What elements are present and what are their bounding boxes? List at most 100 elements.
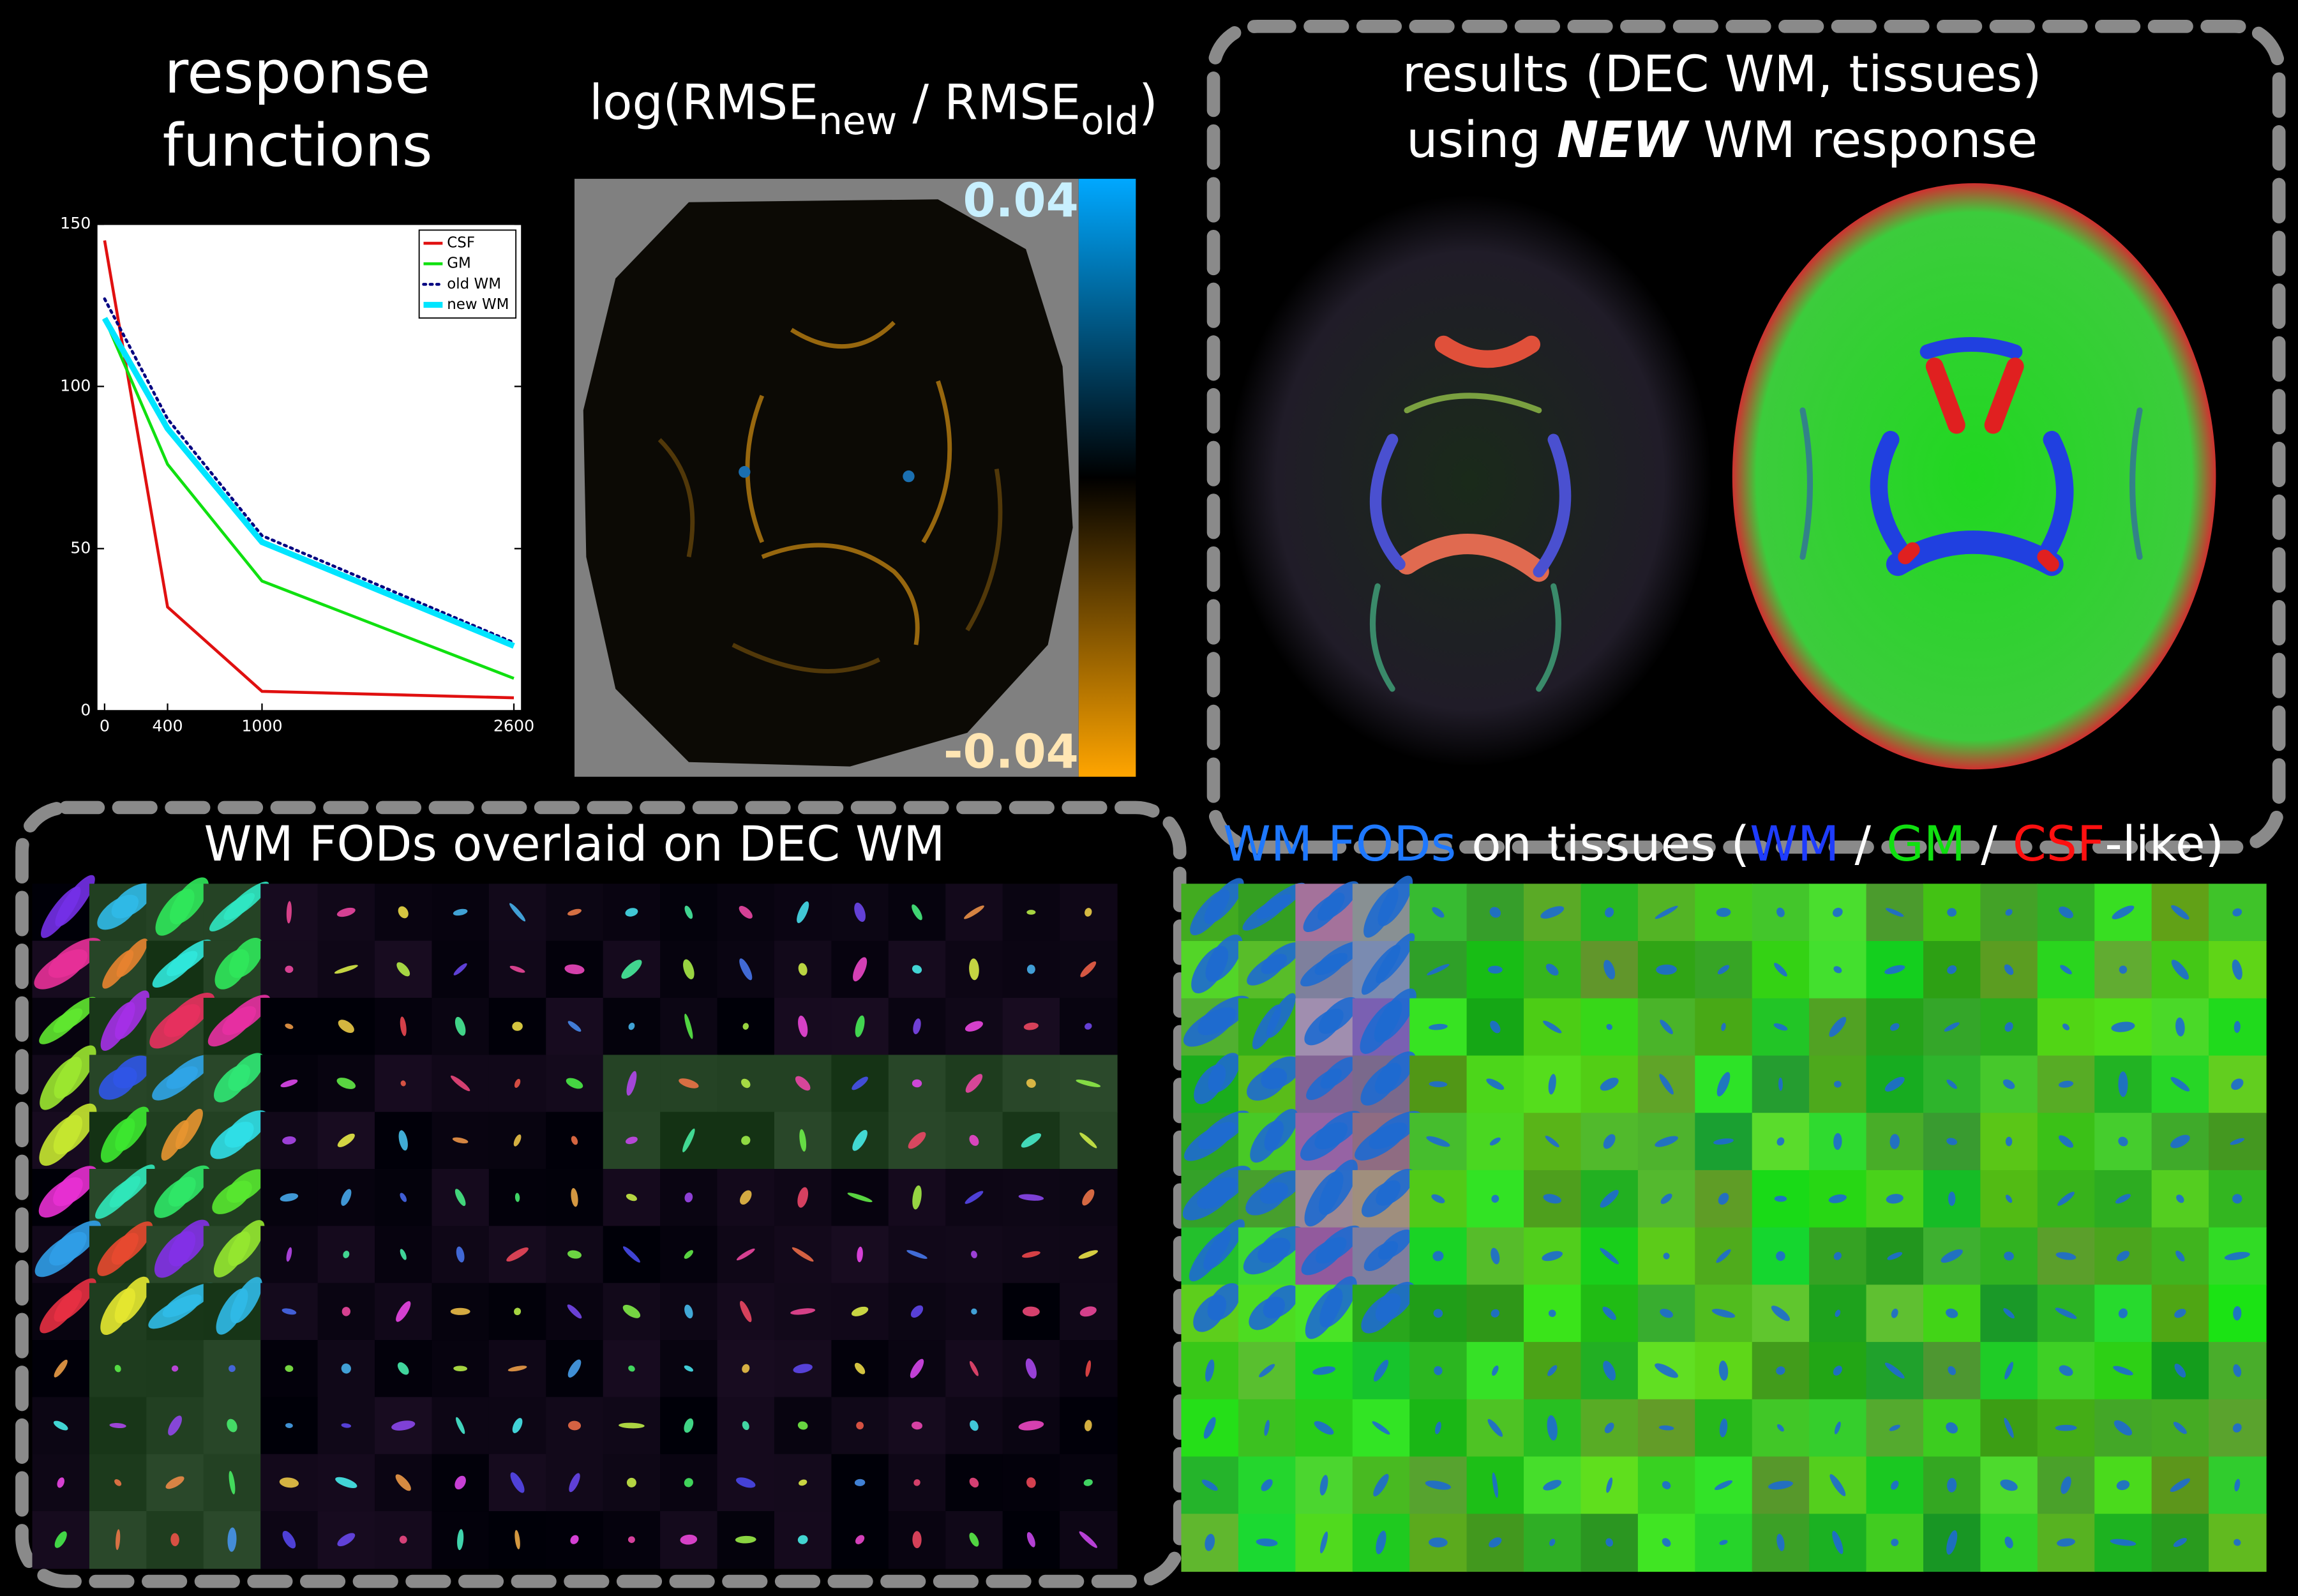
fod-glyph (282, 1308, 297, 1315)
fod-glyph (1315, 1225, 1361, 1264)
fod-glyph (1312, 1366, 1336, 1375)
fod-glyph (1198, 1110, 1250, 1150)
fod-glyph (109, 1164, 155, 1208)
fod-glyph (111, 1221, 153, 1265)
fod-glyph (116, 1529, 121, 1550)
fod-glyph (1718, 1193, 1729, 1205)
rmse-map: log(RMSEnew / RMSEold) (574, 74, 1158, 777)
fod-glyph (627, 1536, 635, 1543)
fod-glyph (1259, 1170, 1303, 1204)
fod-glyph (969, 1477, 979, 1488)
fod-glyph (1428, 1023, 1448, 1030)
fod-glyph (964, 905, 984, 919)
fod-glyph (53, 1166, 98, 1207)
legend-label: GM (447, 255, 471, 272)
fod-glyph (2058, 1135, 2074, 1148)
fod-glyph (1946, 1530, 1958, 1555)
fod-glyph (1431, 1194, 1445, 1203)
fod-glyph (1076, 1080, 1101, 1087)
fod-glyph (1946, 1308, 1958, 1318)
fod-glyph (400, 1193, 407, 1202)
fod-glyph (222, 995, 271, 1035)
fod-glyph (2002, 1079, 2015, 1089)
fod-glyph (1833, 1366, 1842, 1376)
fod-glyph (1948, 1191, 1956, 1207)
fod-glyph (55, 875, 95, 927)
fod-glyph (1605, 1538, 1613, 1547)
fod-glyph (1716, 1072, 1731, 1097)
fod-glyph (514, 1078, 521, 1088)
fod-glyph (116, 938, 148, 977)
fod-glyph (1602, 1306, 1616, 1320)
fod-glyph (1319, 1276, 1357, 1328)
fod-glyph (1021, 1251, 1040, 1258)
fod-glyph (454, 1016, 466, 1036)
fod-glyph (741, 1136, 751, 1145)
fod-glyph (1660, 1020, 1673, 1034)
plot-frame (96, 223, 523, 712)
fod-glyph (1946, 1422, 1958, 1434)
fod-glyph (1947, 1478, 1957, 1493)
fod-glyph (1198, 995, 1250, 1035)
fod-glyph (566, 1078, 583, 1089)
fod-glyph (2059, 1365, 2073, 1376)
fod-glyph (1891, 1308, 1898, 1318)
fod-glyph (795, 1076, 811, 1091)
fod-glyph (1545, 963, 1559, 976)
fod-glyph (567, 1250, 582, 1259)
fod-glyph (507, 1366, 527, 1372)
fod-glyph (286, 1247, 292, 1262)
fod-glyph (1376, 1168, 1415, 1206)
fod-glyph (798, 963, 807, 976)
fod-glyph (797, 1535, 808, 1544)
fod-glyph (1023, 1022, 1039, 1030)
fod-glyph (163, 993, 215, 1037)
fod-glyph (735, 1535, 756, 1544)
fod-glyph (1489, 1537, 1502, 1548)
fod-glyph (2055, 1252, 2076, 1260)
fod-glyph (621, 960, 642, 979)
fod-glyph (1026, 1477, 1036, 1488)
fod-glyph (1204, 878, 1244, 924)
dec-structures (1369, 335, 1572, 692)
title-part: on tissues ( (1456, 816, 1750, 872)
fod-glyph (1713, 1138, 1734, 1145)
fod-glyph (1662, 1481, 1671, 1489)
fod-glyph (457, 1529, 464, 1551)
fod-glyph (971, 1251, 977, 1258)
fod-glyph (1829, 1016, 1847, 1037)
fod-glyph (1487, 1419, 1503, 1437)
fod-glyph (626, 1477, 636, 1487)
fod-glyph (1947, 965, 1957, 974)
fod-glyph (684, 1192, 693, 1203)
fod-glyph (285, 1023, 294, 1029)
fod-glyph (336, 1078, 356, 1089)
fod-glyph (853, 957, 867, 982)
fod-glyph (1078, 1250, 1099, 1259)
fod-glyph (854, 1479, 866, 1486)
fod-glyph (506, 1247, 529, 1262)
fod-glyph (335, 1477, 357, 1489)
fod-glyph (2174, 1309, 2186, 1318)
fod-glyph (1655, 1363, 1678, 1378)
fod-glyph (400, 1080, 406, 1087)
fod-glyph (1603, 1360, 1616, 1381)
fod-glyph (450, 1307, 470, 1315)
title-subscript: old (1081, 99, 1139, 143)
fod-glyph (2110, 1539, 2137, 1546)
fod-glyph (567, 1359, 582, 1378)
fod-glyph (1085, 1023, 1092, 1030)
fod-glyph (969, 958, 979, 981)
fod-glyph (2005, 1194, 2013, 1203)
fod-glyph (1079, 1133, 1097, 1148)
fod-glyph (54, 1045, 96, 1099)
fod-glyph (1263, 1285, 1300, 1319)
fod-glyph (223, 882, 269, 921)
fod-glyph (1432, 907, 1445, 918)
fod-glyph (282, 1530, 296, 1549)
fod-glyph (2173, 1422, 2187, 1434)
fod-glyph (625, 1136, 638, 1145)
series-line (103, 240, 514, 700)
fod-glyph (1205, 1533, 1215, 1551)
fod-glyph (1264, 1109, 1298, 1152)
